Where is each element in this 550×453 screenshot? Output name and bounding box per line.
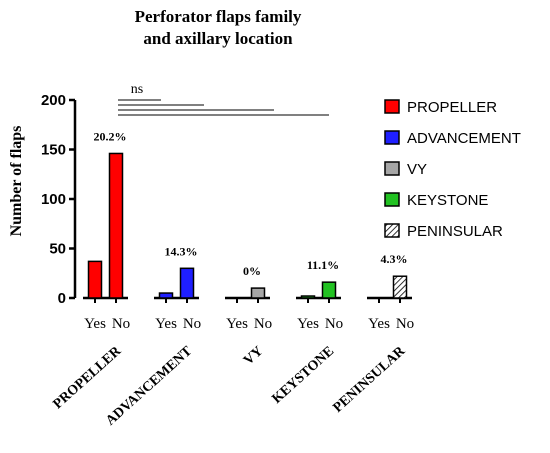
x-label-no: No xyxy=(325,316,343,332)
x-label-no: No xyxy=(254,316,272,332)
category-label-propeller: PROPELLER xyxy=(51,343,125,412)
y-tick-label: 50 xyxy=(49,241,66,258)
x-label-yes: Yes xyxy=(368,316,390,332)
category-label-keystone: KEYSTONE xyxy=(270,344,338,407)
bar-advancement-no xyxy=(179,267,195,299)
x-label-yes: Yes xyxy=(155,316,177,332)
percent-label: 4.3% xyxy=(381,252,408,266)
legend-swatch-keystone xyxy=(384,192,400,207)
x-label-no: No xyxy=(112,316,130,332)
category-label-peninsular: PENINSULAR xyxy=(331,343,409,416)
bar-advancement-yes xyxy=(158,292,174,299)
legend: PROPELLER ADVANCEMENT VY KEYSTONE PENINSULAR xyxy=(384,99,521,240)
legend-swatch-propeller xyxy=(384,99,400,114)
x-label-yes: Yes xyxy=(297,316,319,332)
x-label-yes: Yes xyxy=(84,316,106,332)
percent-label: 11.1% xyxy=(307,258,339,272)
y-tick-label: 0 xyxy=(58,290,66,307)
percent-label: 0% xyxy=(243,264,261,278)
chart-title-line-1: Perforator flaps family xyxy=(135,7,302,26)
bar-keystone-yes xyxy=(300,295,316,299)
legend-swatch-peninsular xyxy=(384,223,400,238)
significance-brackets: ns xyxy=(118,82,329,116)
bar-propeller-yes xyxy=(87,260,103,299)
percent-label: 20.2% xyxy=(94,129,127,143)
category-label-vy: VY xyxy=(241,344,266,369)
y-tick-label: 150 xyxy=(41,142,66,159)
bars xyxy=(87,152,408,299)
bar-peninsular-no xyxy=(392,275,408,299)
x-label-no: No xyxy=(183,316,201,332)
legend-swatch-vy xyxy=(384,161,400,176)
bar-propeller-no xyxy=(108,152,124,299)
y-tick-label: 100 xyxy=(41,191,66,208)
legend-label-vy: VY xyxy=(407,161,427,178)
legend-swatch-advancement xyxy=(384,130,400,145)
legend-label-peninsular: PENINSULAR xyxy=(407,223,503,240)
y-axis-label: Number of flaps xyxy=(8,126,25,237)
x-label-no: No xyxy=(396,316,414,332)
bar-vy-no xyxy=(250,287,266,299)
chart-title-line-2: and axillary location xyxy=(143,29,293,48)
x-label-yes: Yes xyxy=(226,316,248,332)
bar-keystone-no xyxy=(321,281,337,299)
y-tick-label: 200 xyxy=(41,92,66,109)
legend-label-keystone: KEYSTONE xyxy=(407,192,488,209)
legend-label-propeller: PROPELLER xyxy=(407,99,497,116)
legend-label-advancement: ADVANCEMENT xyxy=(407,130,521,147)
significance-annotation: ns xyxy=(131,82,143,97)
percent-label: 14.3% xyxy=(165,244,198,258)
